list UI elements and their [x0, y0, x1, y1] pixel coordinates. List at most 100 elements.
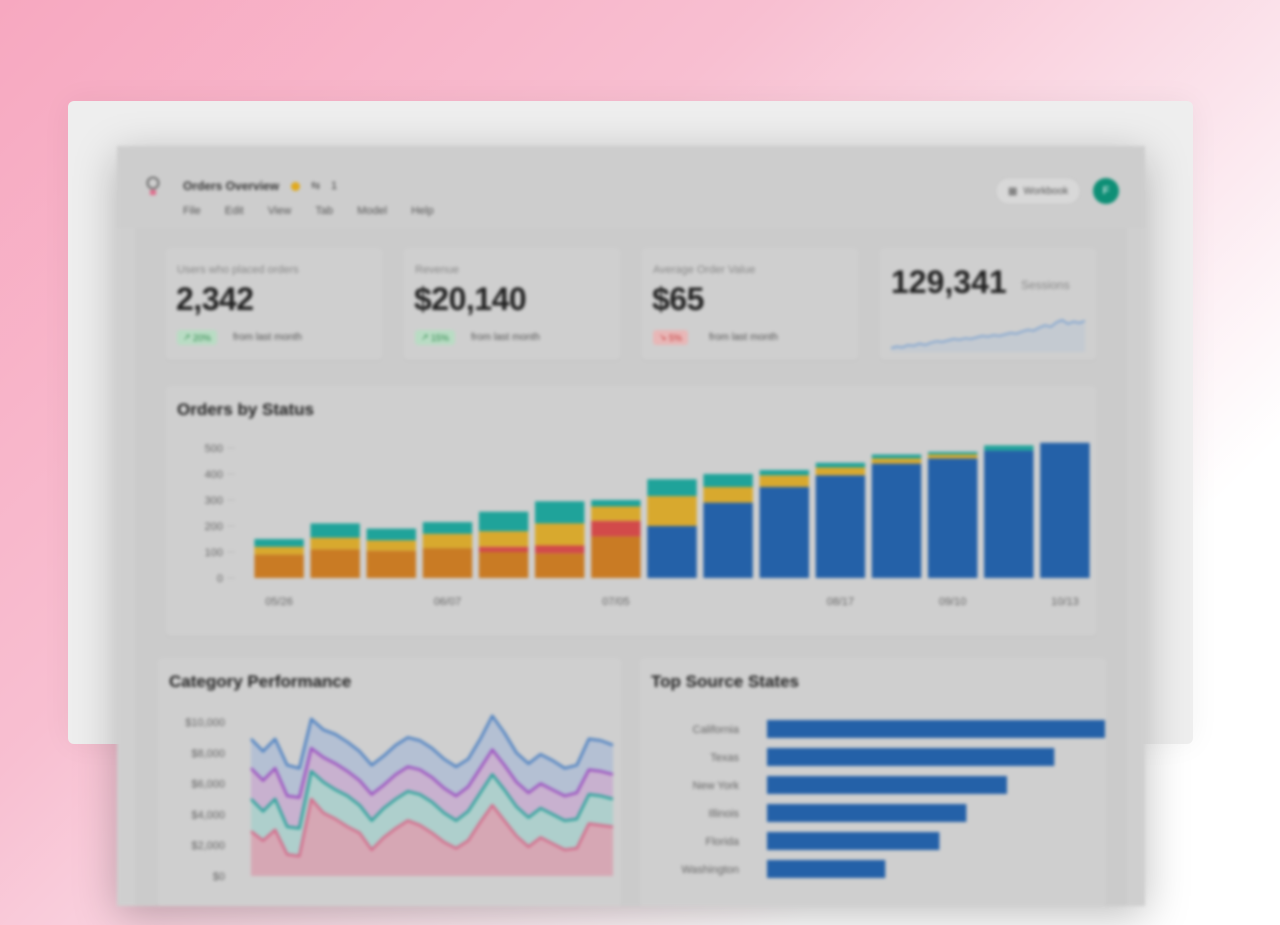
x-tick-label: 06/07: [434, 596, 462, 608]
series-line: [250, 770, 614, 830]
state-bar: [767, 748, 1055, 766]
kpi-label: Average Order Value: [653, 264, 756, 276]
bar-segment: [591, 536, 641, 578]
bar-segment: [310, 537, 360, 550]
kpi-card-users[interactable]: Users who placed orders 2,342 ↗ 20% from…: [165, 248, 383, 360]
y-tick-label: $0: [213, 871, 225, 883]
state-bar: [767, 776, 1007, 794]
orders-by-status-card[interactable]: Orders by Status 500 400 300 200 100 0 05/26 06…: [165, 386, 1097, 636]
bar-segment: [422, 522, 473, 534]
delta-note: from last month: [709, 332, 778, 343]
sessions-sparkline: [891, 319, 1085, 352]
delta-badge: ↘ 5%: [653, 330, 689, 345]
y-tick-label: $6,000: [191, 779, 225, 791]
bar-segment: [703, 474, 753, 487]
state-label: New York: [693, 780, 740, 792]
bar-segment: [647, 496, 697, 526]
x-tick-label: 07/05: [602, 596, 630, 608]
bar-segment: [535, 545, 585, 554]
state-label: Washington: [681, 864, 739, 876]
bar-segment: [591, 520, 641, 537]
bar-segment: [871, 458, 922, 464]
bar-segment: [478, 511, 529, 532]
bar-segment: [535, 553, 585, 578]
workbook-button[interactable]: ▦ Workbook: [995, 177, 1082, 205]
state-bar: [767, 720, 1105, 738]
kpi-label: Revenue: [415, 264, 460, 276]
menu-view[interactable]: View: [267, 205, 292, 217]
bar-segment: [366, 550, 416, 578]
bar-segment: [703, 487, 753, 503]
share-icon[interactable]: ⇆: [311, 180, 321, 192]
app-window: Orders Overview ⇆ 1 File Edit View Tab M…: [117, 146, 1145, 906]
bar-segment: [647, 526, 697, 578]
bar-segment: [928, 454, 978, 459]
delta-note: from last month: [471, 332, 540, 343]
avatar[interactable]: F: [1093, 178, 1119, 204]
bar-segment: [815, 475, 866, 578]
star-icon[interactable]: [291, 182, 300, 191]
top-source-states-card[interactable]: Top Source States California Texas New Yor…: [639, 658, 1107, 906]
series-line: [250, 714, 614, 770]
sessions-value: 129,341: [891, 264, 1007, 300]
kpi-card-revenue[interactable]: Revenue $20,140 ↗ 15% from last month: [403, 248, 621, 360]
bar-segment: [759, 487, 809, 578]
kpi-value: $65: [652, 281, 704, 317]
series-line: [250, 746, 614, 799]
bar-segment: [422, 548, 473, 578]
series-line: [250, 797, 614, 858]
chart-title: Orders by Status: [177, 400, 314, 419]
bar-segment: [478, 531, 529, 547]
chart-title: Category Performance: [169, 672, 352, 691]
top-bar: Orders Overview ⇆ 1 File Edit View Tab M…: [117, 146, 1145, 228]
orders-by-status-chart: 500 400 300 200 100 0 05/26 06/07 07/05 08/17 09/1…: [205, 442, 1090, 608]
menu-edit[interactable]: Edit: [224, 205, 244, 217]
bar-segment: [928, 458, 978, 578]
menu-model[interactable]: Model: [357, 205, 388, 217]
bar-segment: [591, 500, 641, 507]
bar-segment: [759, 470, 809, 476]
share-count: 1: [331, 180, 338, 192]
bar-segment: [366, 528, 416, 541]
bar-segment: [815, 467, 866, 476]
bar-segment: [647, 479, 697, 497]
bar-segment: [478, 552, 529, 578]
arrow-up-icon: ↗: [183, 332, 194, 342]
menu-bar: File Edit View Tab Model Help: [183, 205, 434, 217]
category-performance-card[interactable]: Category Performance $10,000 $8,000 $6,000…: [157, 658, 622, 906]
app-logo-icon[interactable]: [145, 176, 161, 198]
y-tick-label: 100: [205, 547, 223, 559]
y-tick-label: $10,000: [185, 717, 225, 729]
y-tick-label: 500: [205, 443, 223, 455]
y-tick-label: 300: [205, 495, 223, 507]
bar-segment: [759, 475, 809, 487]
bar-segment: [815, 462, 866, 468]
y-tick-label: $4,000: [191, 809, 225, 821]
y-tick-label: $2,000: [191, 840, 225, 852]
state-bar: [767, 860, 886, 878]
bar-segment: [984, 450, 1034, 578]
x-tick-label: 10/13: [1051, 596, 1079, 608]
delta-badge: ↗ 15%: [415, 330, 456, 345]
delta-value: 20%: [193, 332, 212, 343]
menu-tab[interactable]: Tab: [315, 205, 334, 217]
bar-segment: [254, 546, 304, 555]
menu-file[interactable]: File: [183, 205, 201, 217]
bar-segment: [984, 445, 1034, 451]
kpi-value: $20,140: [414, 281, 527, 317]
x-tick-label: 09/10: [939, 596, 967, 608]
kpi-card-aov[interactable]: Average Order Value $65 ↘ 5% from last m…: [641, 248, 859, 360]
menu-help[interactable]: Help: [411, 205, 434, 217]
category-performance-chart: $10,000 $8,000 $6,000 $4,000 $2,000 $0: [185, 714, 614, 883]
arrow-up-icon: ↗: [421, 332, 432, 342]
sparkline-line: [891, 319, 1085, 349]
kpi-card-sessions[interactable]: 129,341 Sessions: [879, 248, 1097, 360]
document-title[interactable]: Orders Overview: [183, 179, 280, 193]
bar-segment: [254, 554, 304, 578]
bar-segment: [422, 533, 473, 549]
x-tick-label: 05/26: [265, 596, 293, 608]
sessions-label: Sessions: [1021, 278, 1070, 292]
workbook-icon: ▦: [1008, 185, 1018, 197]
state-label: California: [693, 724, 740, 736]
bar-segment: [366, 540, 416, 551]
